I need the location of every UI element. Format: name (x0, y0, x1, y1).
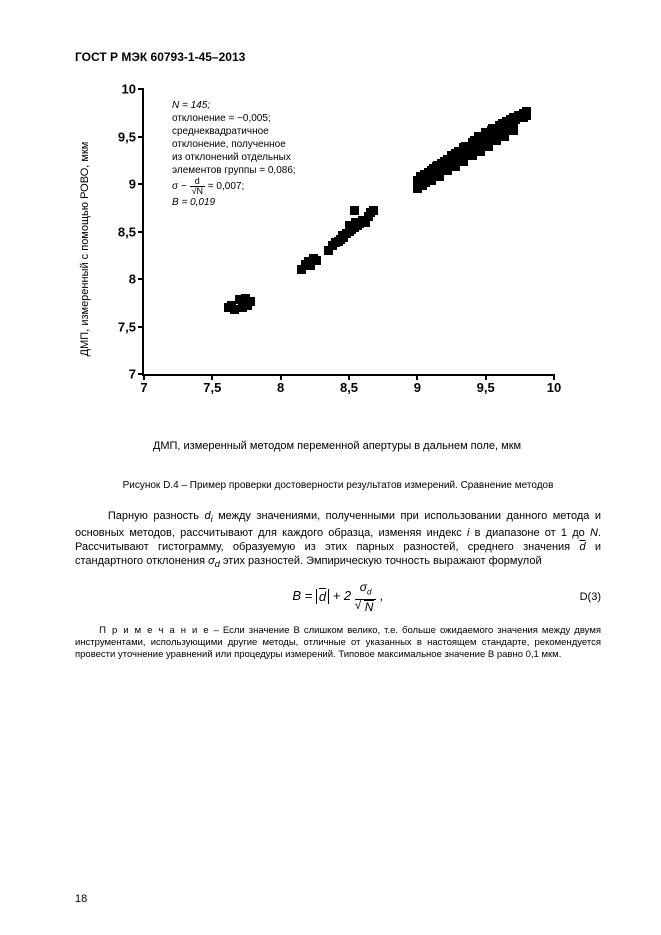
x-axis-title: ДМП, измеренный методом переменной аперт… (87, 440, 587, 452)
annot-l6: элементов группы = 0,086; (172, 164, 296, 177)
data-point (312, 256, 321, 265)
note: П р и м е ч а н и е – Если значение B сл… (75, 625, 601, 661)
data-point (478, 132, 487, 141)
annot-n: N = 145; (172, 100, 210, 111)
doc-header: ГОСТ Р МЭК 60793-1-45–2013 (75, 50, 601, 64)
data-point (350, 206, 359, 215)
y-axis-title: ДМП, измеренный с помощью РОВО, мкм (79, 142, 91, 357)
paragraph: Парную разность di между значениями, пол… (75, 509, 601, 571)
data-point (369, 206, 378, 215)
plot-region: N = 145; отклонение = −0,005; среднеквад… (142, 89, 554, 376)
annot-l7: σ − d√N = 0,007; (172, 177, 296, 196)
x-tick-label: 9 (414, 380, 421, 395)
scatter-chart: ДМП, измеренный с помощью РОВО, мкм N = … (87, 84, 587, 452)
annot-l3: среднеквадратичное (172, 125, 296, 138)
chart-area: ДМП, измеренный с помощью РОВО, мкм N = … (87, 84, 567, 414)
data-point (246, 297, 255, 306)
data-point (522, 111, 531, 120)
x-tick-label: 7 (140, 380, 147, 395)
x-tick-label: 8 (277, 380, 284, 395)
y-tick-label: 7,5 (118, 319, 136, 334)
annot-l5: из отклонений отдельных (172, 151, 296, 164)
equation-number: D(3) (580, 591, 601, 603)
y-tick-label: 9 (129, 177, 136, 192)
x-tick-label: 9,5 (477, 380, 495, 395)
x-tick-label: 8,5 (340, 380, 358, 395)
annot-b: B = 0,019 (172, 197, 215, 208)
y-tick-label: 8 (129, 272, 136, 287)
x-tick-label: 10 (547, 380, 561, 395)
page-number: 18 (75, 893, 87, 905)
data-point (345, 221, 354, 230)
data-point (509, 126, 518, 135)
y-tick-label: 9,5 (118, 129, 136, 144)
annot-l4: отклонение, полученное (172, 138, 296, 151)
y-tick-label: 7 (129, 367, 136, 382)
annot-dev: отклонение = −0,005; (172, 112, 296, 125)
chart-annotation: N = 145; отклонение = −0,005; среднеквад… (172, 99, 296, 209)
y-tick-label: 10 (122, 82, 136, 97)
figure-caption: Рисунок D.4 – Пример проверки достоверно… (75, 480, 601, 491)
x-tick-label: 7,5 (203, 380, 221, 395)
formula: B = d + 2 σdN , D(3) (75, 581, 601, 612)
y-tick-label: 8,5 (118, 224, 136, 239)
page: ГОСТ Р МЭК 60793-1-45–2013 ДМП, измеренн… (0, 0, 661, 935)
